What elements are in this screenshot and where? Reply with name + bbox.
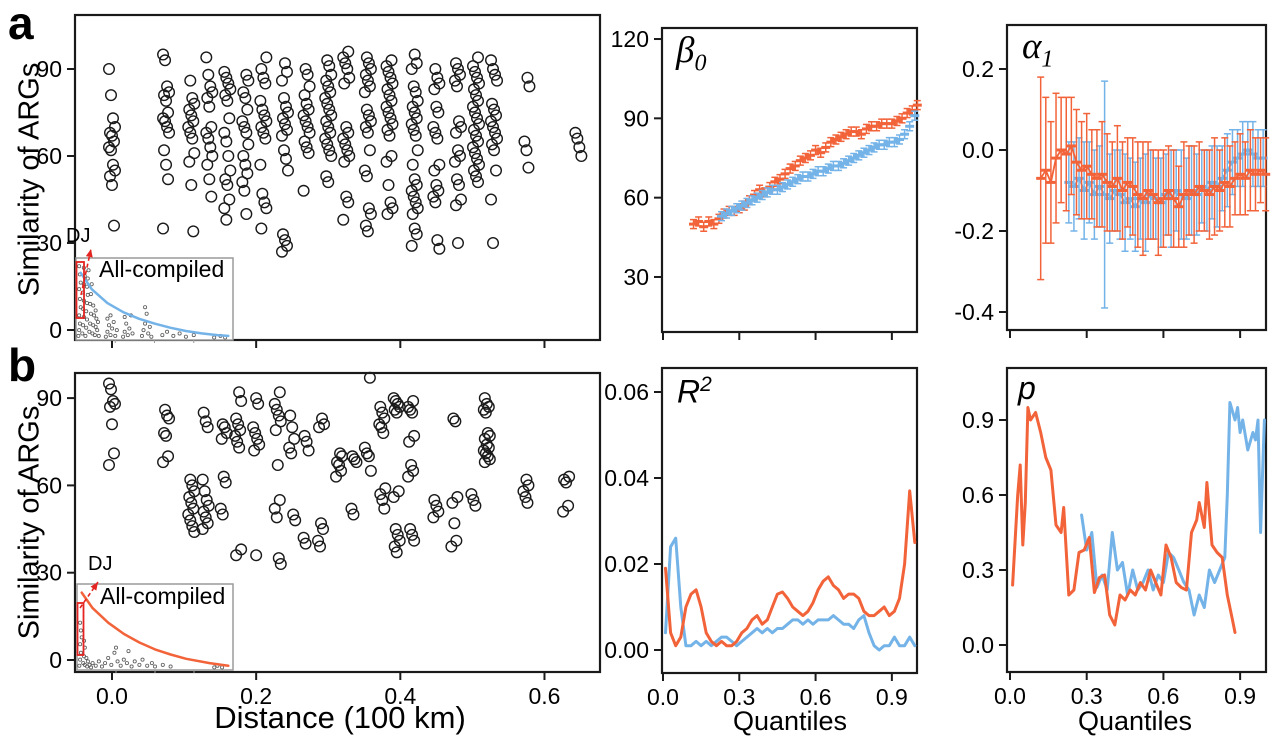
series-dj-arrow	[79, 581, 99, 609]
svg-text:0.2: 0.2	[240, 683, 272, 709]
svg-text:0.3: 0.3	[962, 557, 994, 583]
x-axis-title-quantiles-mid: Quantiles	[732, 706, 848, 736]
svg-text:30: 30	[36, 230, 62, 256]
dj-label-b: DJ	[88, 553, 113, 575]
series-arg-similarity-vs-distance	[102, 45, 588, 258]
chart-r2: 0.0 0.3 0.6 0.9 0.06 0.04 0.02 0.00	[604, 366, 919, 710]
svg-text:0.6: 0.6	[800, 684, 832, 710]
chart-inset_a	[75, 248, 234, 343]
all-compiled-label-b: All-compiled	[100, 583, 226, 609]
svg-text:0.4: 0.4	[384, 683, 416, 709]
svg-text:30: 30	[623, 264, 649, 290]
svg-text:90: 90	[623, 105, 649, 131]
svg-text:0.2: 0.2	[962, 56, 994, 82]
svg-text:90: 90	[36, 385, 62, 411]
svg-text:0.9: 0.9	[962, 407, 994, 433]
svg-text:30: 30	[36, 560, 62, 586]
svg-text:90: 90	[36, 56, 62, 82]
svg-text:0.3: 0.3	[1071, 683, 1103, 709]
panel-a-letter: a	[8, 0, 34, 49]
svg-text:0: 0	[49, 317, 62, 343]
svg-text:0.04: 0.04	[604, 465, 649, 491]
svg-text:0.6: 0.6	[1147, 683, 1179, 709]
svg-text:60: 60	[36, 143, 62, 169]
series-dj-region-box	[76, 602, 85, 656]
x-axis-title-quantiles-right: Quantiles	[1077, 706, 1193, 736]
svg-text:0.00: 0.00	[604, 637, 649, 663]
series-dj-orange-	[664, 489, 917, 648]
p-label: p	[1018, 370, 1036, 406]
series-dj-arrow	[80, 248, 93, 296]
series-dj-orange-	[1011, 406, 1237, 634]
series-all-compiled-blue-	[1080, 401, 1266, 617]
series-distance-decay-fit-orange-	[80, 591, 230, 667]
svg-text:0.3: 0.3	[723, 684, 755, 710]
panel-b-letter: b	[8, 339, 37, 391]
chart-inset_b	[76, 581, 234, 673]
alpha1-label: α1	[1022, 26, 1054, 73]
svg-text:120: 120	[611, 26, 649, 52]
svg-text:60: 60	[623, 185, 649, 211]
all-compiled-label-a: All-compiled	[99, 256, 225, 282]
series-distance-decay-fit-blue-	[79, 271, 230, 338]
svg-text:0.0: 0.0	[962, 137, 994, 163]
svg-text:0.06: 0.06	[604, 379, 649, 405]
series-dj-orange-	[1036, 76, 1271, 281]
beta0-label: β0	[676, 30, 707, 77]
series-dj-region-box	[75, 261, 85, 319]
chart-panel_a: 90 60 30 0	[36, 13, 602, 348]
chart-beta0: 120 90 60 30	[611, 26, 922, 340]
svg-text:0.02: 0.02	[604, 551, 649, 577]
x-axis-title-distance: Distance (100 km)	[214, 700, 466, 735]
svg-text:0: 0	[49, 647, 62, 673]
svg-text:0.0: 0.0	[647, 684, 679, 710]
chart-panel_b: 0.0 0.2 0.4 0.6 90 60 30 0	[36, 371, 602, 709]
svg-text:-0.2: -0.2	[954, 218, 994, 244]
chart-p: 0.0 0.3 0.6 0.9 0.9 0.6 0.3 0.0	[962, 366, 1268, 709]
series-all-compiled-blue-	[664, 536, 917, 652]
svg-text:0.0: 0.0	[962, 632, 994, 658]
svg-text:0.9: 0.9	[876, 684, 908, 710]
y-axis-title-b: Similarity of ARGs	[13, 405, 46, 640]
svg-text:0.6: 0.6	[962, 482, 994, 508]
svg-text:60: 60	[36, 472, 62, 498]
series-all-compiled-blue-	[716, 110, 920, 222]
svg-text:0.6: 0.6	[528, 683, 560, 709]
svg-text:0.0: 0.0	[994, 683, 1026, 709]
svg-text:0.9: 0.9	[1224, 683, 1256, 709]
series-arg-similarity-vs-distance	[102, 371, 576, 570]
dj-label-a: DJ	[66, 225, 91, 247]
chart-alpha1: 0.2 0.0 -0.2 -0.4	[954, 23, 1271, 338]
y-axis-title-a: Similarity of ARGs	[13, 62, 46, 297]
svg-text:-0.4: -0.4	[954, 299, 994, 325]
svg-text:0.0: 0.0	[96, 683, 128, 709]
r2-label: R2	[677, 373, 712, 410]
